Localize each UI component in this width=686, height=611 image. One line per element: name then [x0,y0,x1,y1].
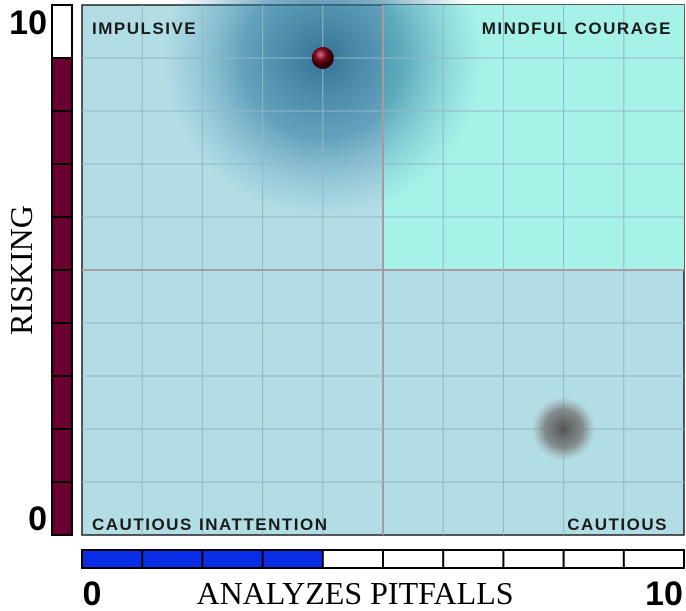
score-bar-frame [51,4,73,536]
x-axis-label: ANALYZES PITFALLS [196,575,513,611]
point-marker [311,47,334,69]
quadrant-label: IMPULSIVE [92,19,197,38]
x-tick-label: 0 [83,575,102,611]
quadrant-label: CAUTIOUS [567,515,668,534]
x-tick-label: 10 [645,575,683,611]
y-score-bar [52,58,72,535]
quadrant-label: CAUTIOUS INATTENTION [92,515,329,534]
score-bar-frame [81,549,685,569]
y-tick-label: 0 [28,500,47,538]
y-tick-label: 10 [9,4,47,42]
swirl-marker [531,397,596,461]
y-axis-label: RISKING [3,205,39,335]
quadrant-label: MINDFUL COURAGE [482,19,672,38]
